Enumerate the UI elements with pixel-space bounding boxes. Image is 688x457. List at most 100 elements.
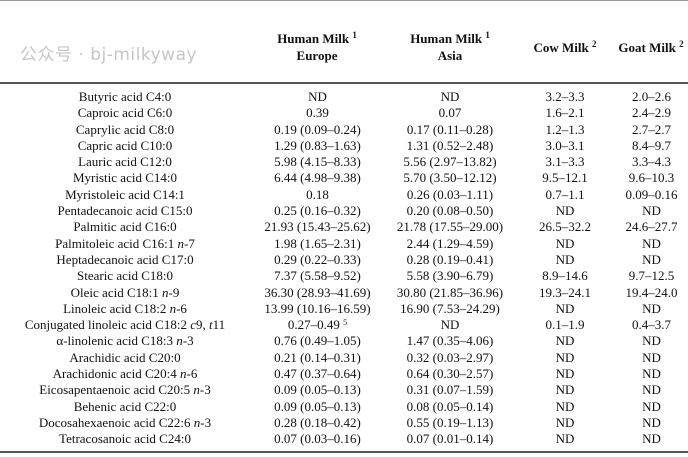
table-row: Caproic acid C6:0 0.39 0.07 1.6–2.1 2.4–2.9: [0, 105, 688, 121]
cell-asia: 1.47 (0.35–4.06): [385, 333, 515, 349]
header-subtext: Europe: [296, 48, 338, 63]
cell-cow: ND: [515, 382, 615, 398]
cell-value: 0.31 (0.07–1.59): [406, 382, 494, 398]
cell-value: 3.1–3.3: [545, 154, 585, 170]
name-segment: Arachidic acid C20:0: [69, 349, 181, 365]
cell-asia: 0.26 (0.03–1.11): [385, 187, 515, 203]
cell-value: 2.4–2.9: [632, 105, 671, 121]
cell-value: 21.78 (17.55–29.00): [396, 219, 504, 235]
table-row: Arachidic acid C20:0 0.21 (0.14–0.31) 0.32…: [0, 350, 688, 366]
table-row: Lauric acid C12:0 5.98 (4.15–8.33) 5.56 (2…: [0, 154, 688, 170]
cell-goat: ND: [615, 382, 688, 398]
cell-cow: ND: [515, 431, 615, 447]
top-rule: [0, 0, 688, 1]
header-cow-milk: Cow Milk 2: [520, 39, 610, 56]
name-segment: n: [162, 284, 169, 300]
cell-value: 2.44 (1.29–4.59): [406, 235, 494, 251]
table-row: Linoleic acid C18:2 n-6 13.99 (10.16–16.5…: [0, 301, 688, 317]
fatty-acid-name: Stearic acid C18:0: [0, 268, 250, 284]
table-row: Oleic acid C18:1 n-9 36.30 (28.93–41.69) 3…: [0, 285, 688, 301]
fatty-acid-name: Caproic acid C6:0: [0, 105, 250, 121]
cell-asia: 0.28 (0.19–0.41): [385, 252, 515, 268]
cell-value: ND: [642, 333, 661, 349]
cell-value: 3.2–3.3: [545, 89, 585, 104]
cell-value: 1.31 (0.52–2.48): [406, 137, 494, 153]
name-segment: Myristoleic acid C14:1: [65, 186, 185, 202]
header-rule: [0, 82, 688, 84]
cell-goat: 9.7–12.5: [615, 268, 688, 284]
cell-goat: ND: [615, 366, 688, 382]
cell-europe: 0.47 (0.37–0.64): [250, 366, 385, 382]
cell-goat: ND: [615, 236, 688, 252]
cell-value: 0.4–3.7: [632, 317, 671, 333]
cell-value: 0.09 (0.05–0.13): [274, 398, 361, 414]
cell-cow: 9.5–12.1: [515, 170, 615, 186]
cell-cow: 26.5–32.2: [515, 219, 615, 235]
name-segment: Lauric acid C12:0: [78, 154, 172, 170]
cell-value: ND: [555, 300, 575, 316]
cell-cow: 0.1–1.9: [515, 317, 615, 333]
cell-value: 5.58 (3.90–6.79): [406, 268, 494, 284]
cell-cow: 3.1–3.3: [515, 154, 615, 170]
cell-value: 0.08 (0.05–0.14): [406, 398, 494, 414]
cell-value: ND: [555, 366, 575, 382]
cell-value: 0.26 (0.03–1.11): [406, 186, 494, 202]
cell-europe: 6.44 (4.98–9.38): [250, 170, 385, 186]
name-segment: 9,: [195, 317, 209, 333]
watermark: 公众号 · bj-milkyway: [20, 45, 198, 65]
cell-value: 1.2–1.3: [545, 121, 585, 137]
cell-asia: 16.90 (7.53–24.29): [385, 301, 515, 317]
cell-value: 9.5–12.1: [542, 170, 588, 186]
cell-asia: 1.31 (0.52–2.48): [385, 138, 515, 154]
table-row: Capric acid C10:0 1.29 (0.83–1.63) 1.31 (0…: [0, 138, 688, 154]
cell-cow: ND: [515, 350, 615, 366]
cell-value: 2.0–2.6: [632, 89, 671, 104]
cell-value: 0.21 (0.14–0.31): [274, 349, 361, 365]
table-row: Docosahexaenoic acid C22:6 n-3 0.28 (0.18…: [0, 415, 688, 431]
cell-value: 19.3–24.1: [539, 284, 591, 300]
cell-value: ND: [642, 251, 661, 267]
cell-europe: 1.98 (1.65–2.31): [250, 236, 385, 252]
cell-asia: 0.31 (0.07–1.59): [385, 382, 515, 398]
cell-goat: 8.4–9.7: [615, 138, 688, 154]
cell-cow: ND: [515, 203, 615, 219]
cell-europe: 0.39: [250, 105, 385, 121]
fatty-acid-name: Palmitoleic acid C16:1 n-7: [0, 236, 250, 252]
name-segment: t: [208, 317, 213, 333]
name-segment: Butyric acid C4:0: [78, 89, 172, 104]
cell-europe: 5.98 (4.15–8.33): [250, 154, 385, 170]
fatty-acid-name: Tetracosanoic acid C24:0: [0, 431, 250, 447]
cell-value: 36.30 (28.93–41.69): [264, 284, 371, 300]
cell-europe: 0.09 (0.05–0.13): [250, 382, 385, 398]
cell-cow: ND: [515, 236, 615, 252]
cell-value: 5.70 (3.50–12.12): [403, 170, 497, 186]
table-row: α-linolenic acid C18:3 n-3 0.76 (0.49–1.0…: [0, 333, 688, 349]
cell-cow: ND: [515, 366, 615, 382]
cell-value: 6.44 (4.98–9.38): [274, 170, 361, 186]
cell-europe: 0.09 (0.05–0.13): [250, 399, 385, 415]
cell-europe: 0.29 (0.22–0.33): [250, 252, 385, 268]
name-segment: Capric acid C10:0: [77, 137, 173, 153]
cell-europe: 13.99 (10.16–16.59): [250, 301, 385, 317]
cell-asia: 0.07 (0.01–0.14): [385, 431, 515, 447]
cell-europe: 0.18: [250, 187, 385, 203]
cell-goat: 2.7–2.7: [615, 122, 688, 138]
name-segment: Arachidonic acid C20:4: [52, 366, 181, 382]
cell-value: ND: [555, 203, 575, 219]
cell-asia: 30.80 (21.85–36.96): [385, 285, 515, 301]
cell-value: 0.07 (0.01–0.14): [406, 431, 494, 447]
cell-goat: ND: [615, 252, 688, 268]
name-segment: Oleic acid C18:1: [70, 284, 162, 300]
cell-value: ND: [555, 431, 575, 447]
cell-value: 0.39: [306, 105, 329, 121]
cell-asia: 0.20 (0.08–0.50): [385, 203, 515, 219]
header-text: Human Milk: [410, 31, 483, 46]
cell-value: 0.29 (0.22–0.33): [274, 251, 361, 267]
name-segment: Conjugated linoleic acid C18:2: [24, 317, 191, 333]
header-subtext: Asia: [437, 48, 463, 63]
cell-asia: 5.58 (3.90–6.79): [385, 268, 515, 284]
cell-asia: ND: [385, 317, 515, 333]
cell-goat: ND: [615, 415, 688, 431]
fatty-acid-name: Docosahexaenoic acid C22:6 n-3: [0, 415, 250, 431]
cell-value: 0.07 (0.03–0.16): [274, 431, 361, 447]
